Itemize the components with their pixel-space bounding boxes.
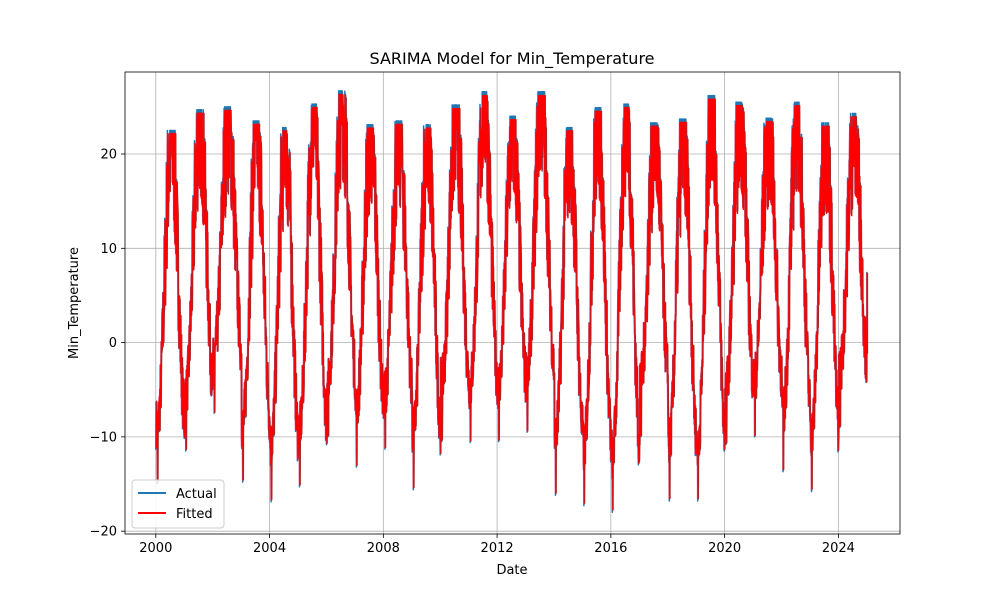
- x-tick-label: 2024: [822, 541, 855, 556]
- x-tick-label: 2012: [481, 541, 514, 556]
- plot-area: [155, 90, 869, 514]
- axes-frame: [124, 71, 901, 535]
- legend: Actual Fitted: [131, 479, 225, 529]
- y-tick-label: −20: [90, 525, 117, 540]
- y-axis-label: Min_Temperature: [67, 247, 82, 359]
- y-tick-label: 20: [100, 148, 117, 163]
- grid-lines: [125, 72, 900, 534]
- x-tick-label: 2004: [253, 541, 286, 556]
- fitted-series-line: [155, 93, 869, 511]
- x-tick-label: 2016: [594, 541, 627, 556]
- y-tick-label: 10: [100, 242, 117, 257]
- x-axis-ticks: 2000 2004 2008 2012 2016 2020 2024: [139, 534, 855, 556]
- x-tick-label: 2020: [708, 541, 741, 556]
- x-tick-label: 2008: [367, 541, 400, 556]
- y-tick-label: −10: [90, 430, 117, 445]
- y-tick-label: 0: [109, 336, 117, 351]
- chart-title: SARIMA Model for Min_Temperature: [369, 49, 654, 69]
- legend-actual-label: Actual: [176, 487, 217, 502]
- x-axis-label: Date: [496, 563, 527, 578]
- y-axis-ticks: −20 −10 0 10 20: [90, 148, 125, 540]
- x-tick-label: 2000: [139, 541, 172, 556]
- legend-fitted-label: Fitted: [176, 507, 213, 522]
